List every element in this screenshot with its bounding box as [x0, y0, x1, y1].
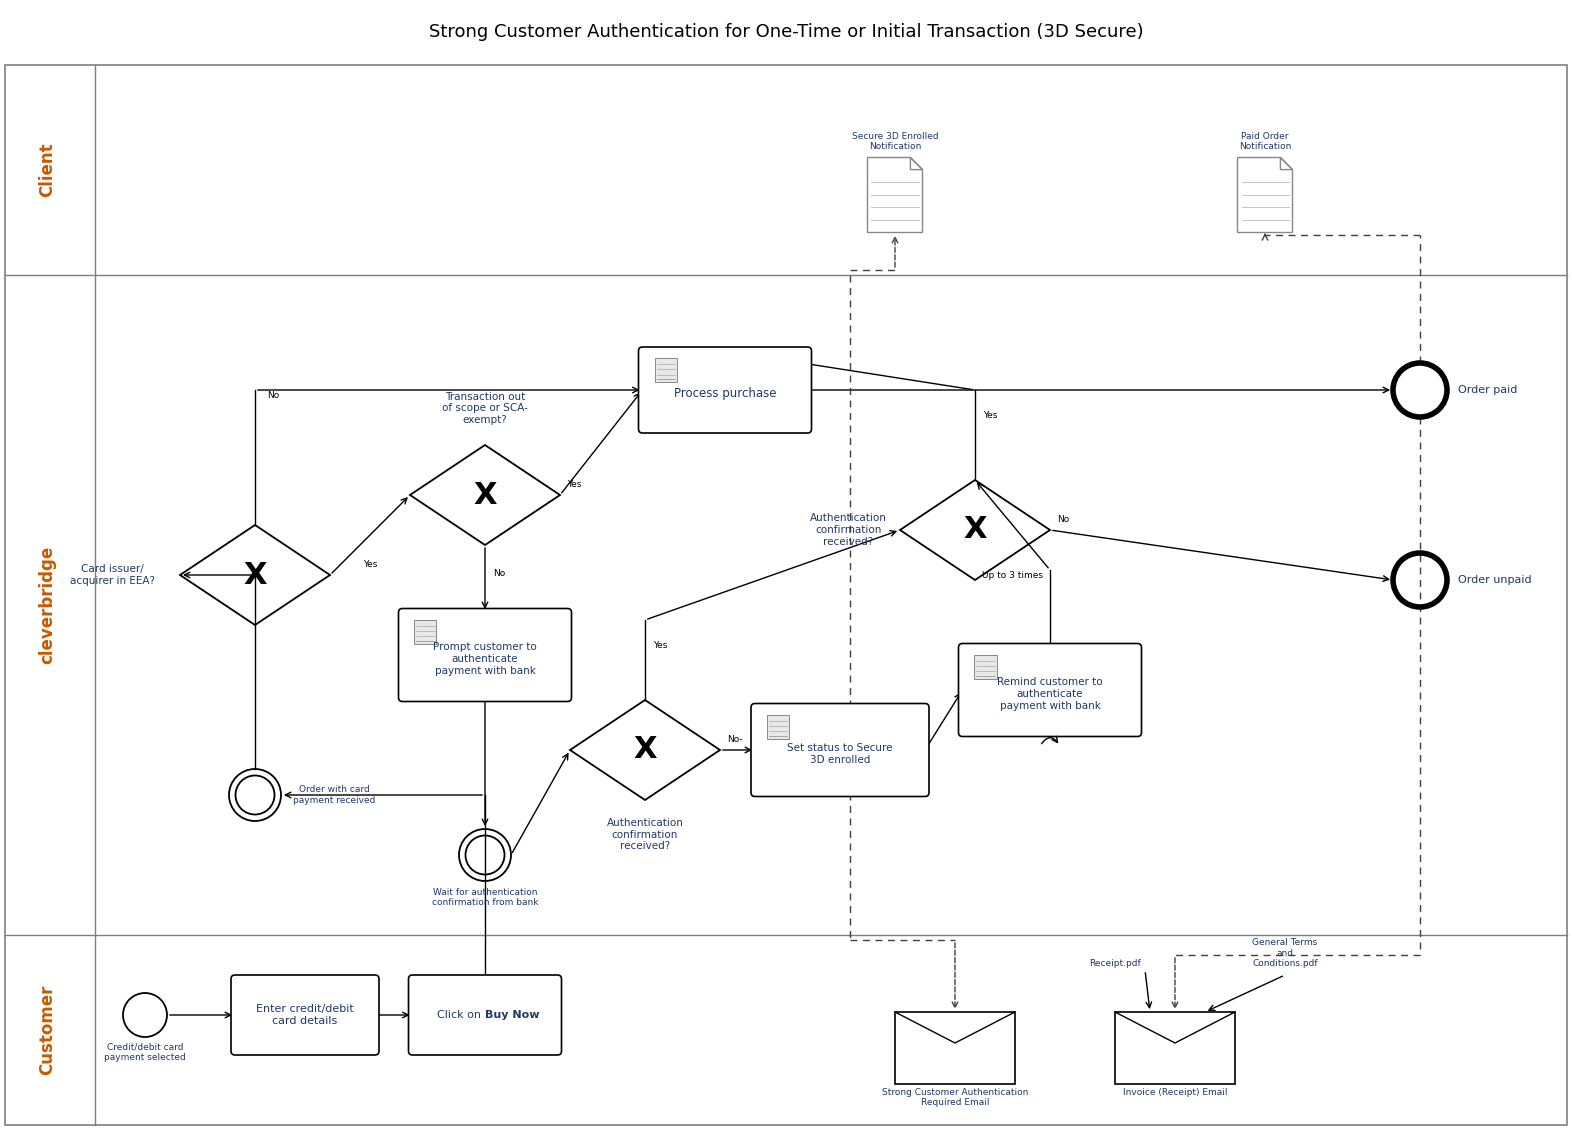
Text: X: X: [244, 560, 267, 590]
Text: X: X: [473, 480, 497, 510]
Text: Set status to Secure
3D enrolled: Set status to Secure 3D enrolled: [788, 744, 893, 765]
FancyBboxPatch shape: [415, 619, 437, 643]
Text: Authentication
confirmation
received?: Authentication confirmation received?: [607, 818, 684, 851]
Text: Click on: Click on: [437, 1010, 486, 1020]
Text: Receipt.pdf: Receipt.pdf: [1089, 959, 1141, 968]
Bar: [894, 1012, 1016, 1084]
Text: Yes: Yes: [652, 641, 668, 650]
Text: No: No: [494, 570, 505, 579]
Text: Strong Customer Authentication for One-Time or Initial Transaction (3D Secure): Strong Customer Authentication for One-T…: [429, 23, 1143, 41]
FancyBboxPatch shape: [409, 975, 561, 1055]
Text: Invoice (Receipt) Email: Invoice (Receipt) Email: [1122, 1088, 1228, 1097]
Text: Customer: Customer: [38, 985, 57, 1075]
Text: Wait for authentication
confirmation from bank: Wait for authentication confirmation fro…: [432, 888, 538, 907]
Text: Client: Client: [38, 142, 57, 198]
Text: Process purchase: Process purchase: [674, 388, 777, 400]
Bar: [1115, 1012, 1236, 1084]
Text: Yes: Yes: [567, 480, 582, 489]
FancyBboxPatch shape: [398, 608, 572, 702]
Text: Yes: Yes: [363, 560, 377, 570]
Text: No-: No-: [726, 734, 742, 744]
FancyBboxPatch shape: [767, 714, 789, 739]
Text: Paid Order
Notification: Paid Order Notification: [1239, 131, 1291, 151]
Text: Order unpaid: Order unpaid: [1457, 575, 1531, 585]
Text: Card issuer/
acquirer in EEA?: Card issuer/ acquirer in EEA?: [71, 564, 156, 585]
Text: Prompt customer to
authenticate
payment with bank: Prompt customer to authenticate payment …: [434, 642, 538, 676]
Text: cleverbridge: cleverbridge: [38, 546, 57, 664]
Text: Order paid: Order paid: [1457, 385, 1517, 396]
FancyBboxPatch shape: [959, 643, 1141, 737]
Text: Buy Now: Buy Now: [486, 1010, 539, 1020]
Text: X: X: [634, 736, 657, 765]
Text: Credit/debit card
payment selected: Credit/debit card payment selected: [104, 1043, 185, 1062]
Text: Remind customer to
authenticate
payment with bank: Remind customer to authenticate payment …: [997, 677, 1104, 711]
Text: Secure 3D Enrolled
Notification: Secure 3D Enrolled Notification: [852, 131, 938, 151]
FancyBboxPatch shape: [231, 975, 379, 1055]
Text: Strong Customer Authentication
Required Email: Strong Customer Authentication Required …: [882, 1088, 1028, 1107]
FancyBboxPatch shape: [751, 704, 929, 797]
Text: X: X: [964, 515, 987, 545]
Text: Enter credit/debit
card details: Enter credit/debit card details: [256, 1005, 354, 1026]
Text: Yes: Yes: [982, 411, 997, 420]
FancyBboxPatch shape: [654, 358, 676, 382]
Text: General Terms
and
Conditions.pdf: General Terms and Conditions.pdf: [1253, 938, 1317, 968]
FancyBboxPatch shape: [638, 347, 811, 433]
Text: No: No: [267, 391, 280, 400]
Text: Authentication
confirmation
received?: Authentication confirmation received?: [810, 513, 887, 547]
Text: No: No: [1056, 515, 1069, 524]
Text: Transaction out
of scope or SCA-
exempt?: Transaction out of scope or SCA- exempt?: [442, 392, 528, 425]
FancyBboxPatch shape: [975, 654, 997, 678]
Text: Up to 3 times: Up to 3 times: [982, 571, 1042, 580]
Text: Order with card
payment received: Order with card payment received: [292, 785, 376, 805]
